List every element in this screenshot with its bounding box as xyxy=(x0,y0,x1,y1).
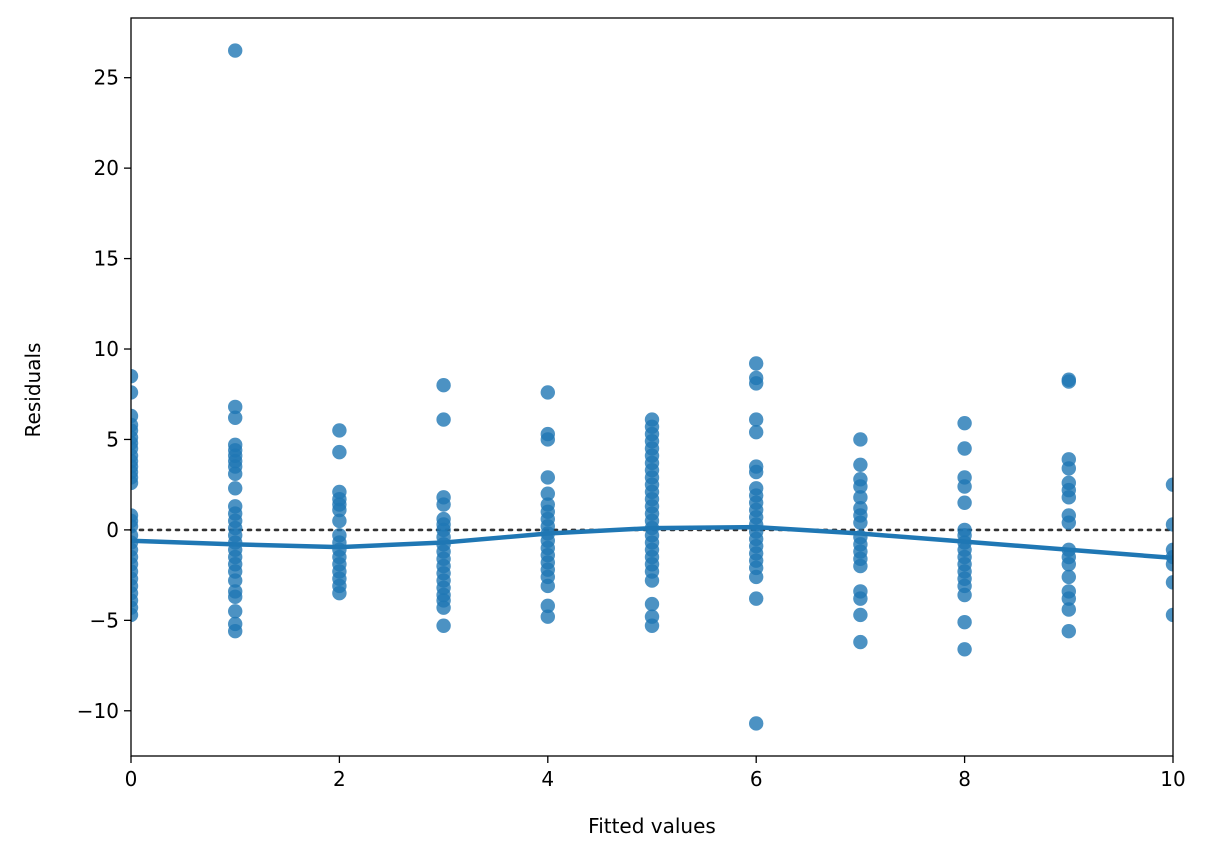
data-point xyxy=(332,513,347,529)
data-point xyxy=(540,598,555,614)
y-tick-label: −5 xyxy=(90,608,119,632)
y-tick-label: 20 xyxy=(94,156,119,180)
data-point xyxy=(540,609,555,624)
data-point xyxy=(1061,461,1077,476)
plot-frame xyxy=(130,17,1174,757)
y-tick-label: −10 xyxy=(77,699,119,723)
data-point xyxy=(332,423,347,438)
data-point xyxy=(749,425,764,440)
data-point xyxy=(749,464,764,480)
data-point xyxy=(957,495,972,510)
data-point xyxy=(853,607,868,623)
data-point xyxy=(1165,575,1173,590)
data-point xyxy=(853,432,868,447)
data-point xyxy=(853,490,868,505)
data-point xyxy=(1061,515,1077,530)
data-point xyxy=(332,502,347,518)
data-point xyxy=(1061,374,1077,389)
data-point xyxy=(436,618,451,633)
y-tick-label: 10 xyxy=(94,337,119,361)
data-point xyxy=(853,634,868,650)
data-point xyxy=(749,591,764,606)
data-point xyxy=(853,558,868,574)
data-point xyxy=(1061,569,1077,585)
y-tick-label: 5 xyxy=(106,427,119,451)
lowess-line xyxy=(130,524,1174,561)
x-tick-label: 6 xyxy=(750,767,763,791)
data-point xyxy=(853,515,868,530)
data-point xyxy=(540,486,555,501)
data-point xyxy=(1165,517,1173,532)
data-point xyxy=(1165,607,1173,623)
data-point xyxy=(540,470,555,485)
data-point xyxy=(1061,557,1077,572)
data-point xyxy=(540,385,555,400)
data-point xyxy=(957,441,972,456)
data-point xyxy=(853,591,868,606)
data-point xyxy=(228,623,243,639)
data-point xyxy=(228,466,243,482)
data-point xyxy=(644,618,660,633)
data-point xyxy=(228,399,243,415)
x-tick-label: 2 xyxy=(333,767,346,791)
data-point xyxy=(1165,477,1173,492)
data-point xyxy=(228,481,243,496)
data-point xyxy=(131,368,139,384)
data-point xyxy=(749,569,764,585)
data-point xyxy=(436,497,451,512)
data-point xyxy=(957,614,972,630)
data-point xyxy=(1061,602,1077,617)
data-point xyxy=(1061,490,1077,505)
y-tick-label: 0 xyxy=(106,518,119,542)
data-point xyxy=(1061,591,1077,606)
data-point xyxy=(749,376,764,391)
y-tick-label: 25 xyxy=(94,66,119,90)
data-point xyxy=(131,385,139,400)
scatter-points xyxy=(131,43,1173,731)
x-tick-label: 10 xyxy=(1160,767,1185,791)
data-point xyxy=(436,600,451,615)
data-point xyxy=(332,444,347,460)
data-point xyxy=(228,589,243,605)
data-point xyxy=(540,432,555,447)
data-point xyxy=(957,587,972,603)
data-point xyxy=(1165,557,1173,572)
data-point xyxy=(853,457,868,472)
data-point xyxy=(436,377,451,393)
data-point xyxy=(957,479,972,494)
data-point xyxy=(228,604,243,619)
data-point xyxy=(749,412,764,427)
x-tick-label: 0 xyxy=(125,767,138,791)
data-point xyxy=(540,578,555,594)
data-point xyxy=(228,43,243,58)
lowess-line-layer xyxy=(130,524,1174,561)
data-point xyxy=(749,716,764,731)
x-tick-label: 4 xyxy=(541,767,554,791)
x-axis: 0 2 4 6 8 10 xyxy=(125,756,1186,791)
y-axis-label: Residuals xyxy=(21,343,45,438)
data-point xyxy=(228,573,243,588)
data-point xyxy=(1061,623,1077,639)
data-point xyxy=(436,412,451,427)
data-point xyxy=(644,573,660,588)
x-axis-label: Fitted values xyxy=(588,814,716,838)
data-point xyxy=(228,410,243,425)
data-point xyxy=(131,607,139,623)
data-point xyxy=(131,475,139,491)
y-axis: −10 −5 0 5 10 15 20 25 xyxy=(77,66,131,723)
data-point xyxy=(332,586,347,601)
x-tick-label: 8 xyxy=(958,767,971,791)
data-point xyxy=(644,596,660,612)
data-point xyxy=(853,479,868,494)
data-point xyxy=(957,415,972,431)
data-point xyxy=(749,356,764,371)
data-point xyxy=(957,642,972,657)
y-tick-label: 15 xyxy=(94,247,119,271)
plot-background xyxy=(131,18,1173,756)
